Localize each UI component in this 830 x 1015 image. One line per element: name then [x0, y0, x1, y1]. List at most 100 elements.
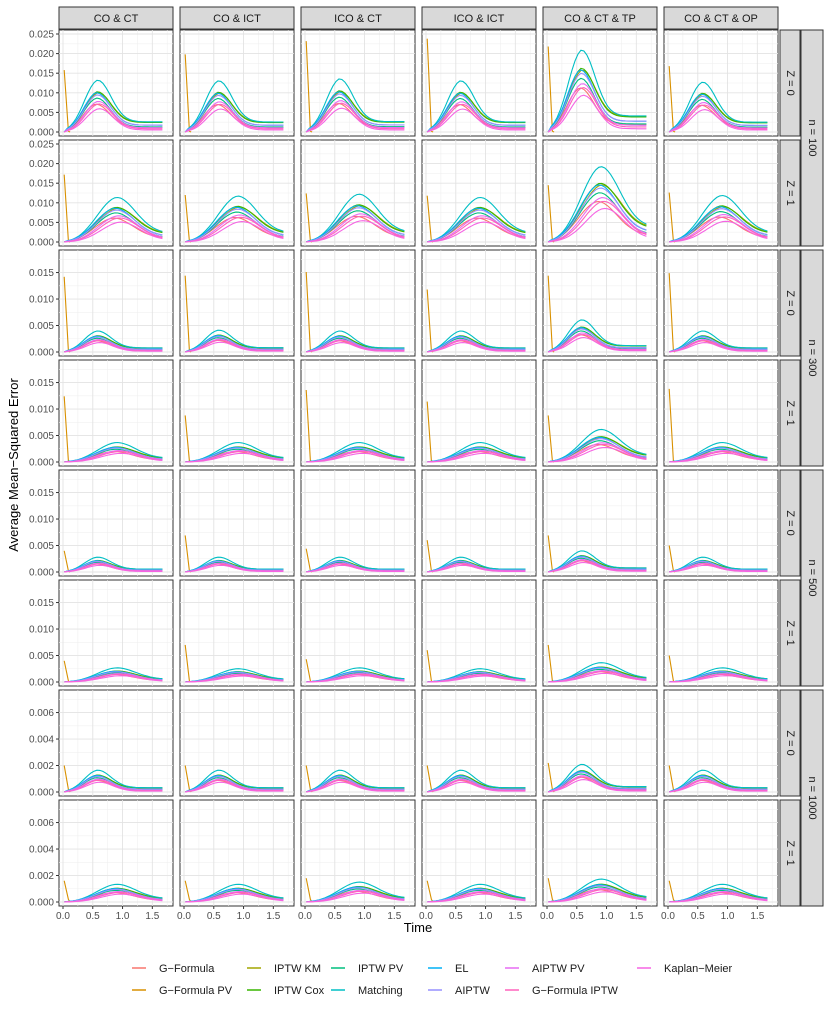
series-line-5-r2-c1 [184, 329, 284, 353]
y-tick-label: 0.000 [29, 678, 54, 689]
x-axis-title: Time [404, 920, 432, 935]
column-strip [300, 6, 416, 30]
series-line-10-r3-c3 [427, 452, 526, 463]
series-line-7-r7-c0 [64, 888, 163, 903]
series-line-10-r2-c0 [64, 342, 163, 353]
series-line-1-r0-c2 [305, 41, 313, 133]
y-tick-label: 0.000 [29, 128, 54, 139]
y-tick-label: 0.005 [29, 321, 54, 332]
legend-label: IPTW KM [274, 963, 321, 975]
series-line-5-r3-c4 [548, 428, 647, 463]
series-line-7-r0-c2 [305, 93, 405, 133]
series-line-8-r0-c5 [668, 102, 768, 133]
y-tick-label: 0.005 [29, 218, 54, 229]
x-tick-label: 0.5 [691, 911, 705, 922]
series-line-9-r0-c0 [63, 103, 163, 133]
z-strip-label: Z = 1 [784, 180, 796, 205]
series-line-10-r6-c5 [669, 781, 768, 793]
panel-r0-c3 [421, 29, 537, 137]
series-line-5-r0-c1 [184, 80, 284, 133]
x-tick-label: 1.5 [750, 911, 764, 922]
sample-size-strip [800, 469, 824, 687]
series-line-10-r3-c2 [306, 452, 405, 463]
y-tick-label: 0.020 [29, 49, 54, 60]
panel-background [58, 579, 174, 687]
z-strip-label: Z = 0 [784, 290, 796, 315]
y-tick-label: 0.015 [29, 268, 54, 279]
series-line-8-r1-c5 [669, 214, 768, 243]
series-line-7-r6-c3 [427, 775, 526, 793]
panel-r5-c0 [58, 579, 174, 687]
panel-background [663, 689, 779, 797]
series-line-7-r3-c4 [548, 438, 647, 463]
panel-background [300, 359, 416, 467]
series-line-8-r1-c1 [185, 214, 284, 243]
z-strip-label: Z = 1 [784, 840, 796, 865]
y-tick-label: 0.010 [29, 515, 54, 526]
x-tick-label: 1.0 [358, 911, 372, 922]
column-strip [663, 6, 779, 30]
z-strip [779, 359, 801, 467]
y-tick-label: 0.000 [29, 898, 54, 909]
series-line-5-r2-c2 [305, 330, 405, 353]
x-tick-label: 0.0 [298, 911, 312, 922]
x-tick-label: 1.5 [266, 911, 280, 922]
series-line-5-r6-c4 [547, 763, 647, 793]
series-line-5-r1-c0 [63, 196, 163, 243]
sample-size-strip [800, 249, 824, 467]
ticks-layer: 0.000 0.005 0.010 0.015 0.020 0.025 0.000 0.005… [29, 30, 765, 923]
panel-r3-c0 [58, 359, 174, 467]
z-strip-label: Z = 1 [784, 620, 796, 645]
series-line-5-r0-c2 [305, 78, 405, 133]
series-line-5-r2-c3 [426, 330, 526, 353]
series-line-7-r6-c4 [547, 771, 647, 793]
y-tick-label: 0.015 [29, 488, 54, 499]
column-strip-label: ICO & CT [334, 13, 382, 25]
series-line-5-r1-c5 [668, 194, 768, 243]
panel-r6-c0 [58, 689, 174, 797]
series-line-5-r4-c4 [547, 550, 647, 573]
y-tick-label: 0.025 [29, 30, 54, 41]
series-line-5-r4-c1 [185, 556, 284, 573]
series-line-7-r1-c1 [185, 208, 284, 243]
legend-label: G−Formula PV [159, 985, 233, 997]
series-line-7-r0-c5 [668, 95, 768, 133]
series-line-1-r0-c4 [547, 46, 555, 133]
series-line-5-r6-c1 [184, 769, 284, 793]
series-line-1-r0-c3 [426, 38, 434, 133]
x-tick-label: 1.5 [145, 911, 159, 922]
series-line-7-r1-c4 [547, 187, 647, 243]
panel-background [421, 359, 537, 467]
series-line-7-r6-c1 [185, 775, 284, 793]
x-tick-label: 0.5 [449, 911, 463, 922]
y-tick-label: 0.010 [29, 295, 54, 306]
series-line-9-r2-c4 [548, 334, 647, 353]
sample-size-label: n = 300 [806, 339, 818, 376]
z-strip-label: Z = 0 [784, 730, 796, 755]
panel-r2-c4 [542, 249, 658, 357]
series-line-10-r7-c0 [64, 893, 163, 903]
series-line-7-r6-c5 [669, 775, 768, 793]
x-tick-label: 1.0 [116, 911, 130, 922]
panel-r2-c2 [300, 249, 416, 357]
y-tick-label: 0.002 [29, 761, 54, 772]
column-strip-label: ICO & ICT [454, 13, 505, 25]
panel-r4-c3 [421, 469, 537, 577]
series-line-5-r1-c1 [184, 195, 284, 243]
series-line-10-r1-c3 [427, 221, 526, 243]
series-line-10-r2-c3 [427, 342, 526, 353]
panel-background [542, 579, 658, 687]
series-line-7-r0-c4 [547, 72, 647, 133]
series-line-5-r1-c3 [426, 196, 526, 243]
series-line-10-r0-c0 [63, 108, 163, 133]
series-line-10-r6-c1 [185, 781, 284, 793]
z-strip [779, 29, 801, 137]
series-line-9-r1-c1 [185, 216, 284, 243]
legend-label: G−Formula [159, 963, 215, 975]
series-line-5-r1-c4 [547, 166, 647, 243]
panel-r6-c2 [300, 689, 416, 797]
column-strip-label: CO & CT & OP [684, 13, 758, 25]
z-strip [779, 579, 801, 687]
panel-r7-c0 [58, 799, 174, 907]
